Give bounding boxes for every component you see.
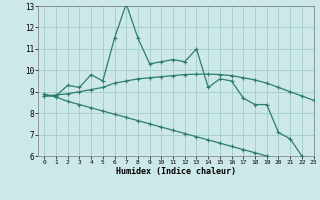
X-axis label: Humidex (Indice chaleur): Humidex (Indice chaleur) bbox=[116, 167, 236, 176]
